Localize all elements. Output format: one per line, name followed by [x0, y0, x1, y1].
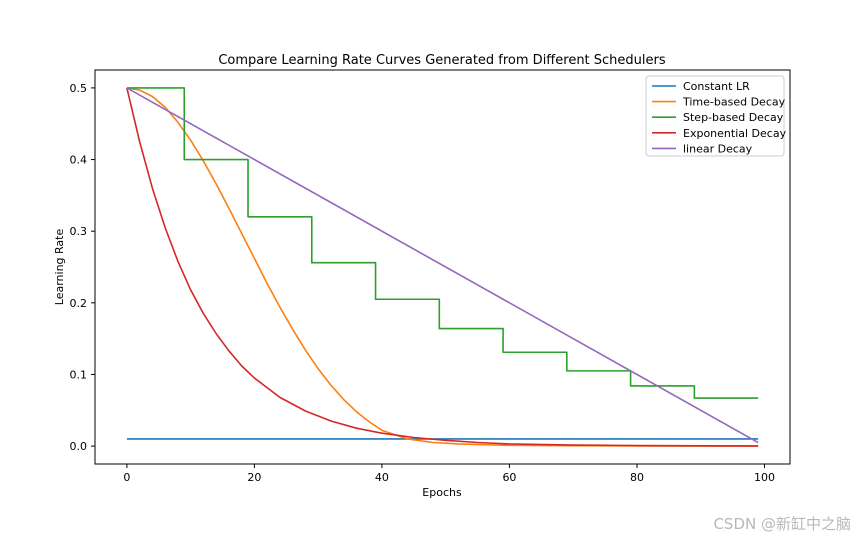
legend-label: Exponential Decay: [683, 127, 787, 140]
y-axis-label: Learning Rate: [53, 229, 66, 306]
y-tick-label: 0.5: [70, 82, 88, 95]
y-tick-label: 0.1: [70, 368, 88, 381]
x-tick-label: 0: [123, 471, 130, 484]
y-tick-label: 0.4: [70, 154, 88, 167]
y-axis: 0.0 0.1 0.2 0.3 0.4 0.5: [70, 82, 95, 453]
legend-box: [645, 75, 785, 157]
watermark: CSDN @新缸中之脑: [713, 515, 851, 533]
series-line-exponential-decay: [126, 87, 759, 447]
y-tick-label: 0.2: [70, 297, 88, 310]
legend-label: linear Decay: [683, 142, 753, 155]
x-axis: 0 20 40 60 80 100: [123, 464, 775, 484]
legend-label: Constant LR: [683, 80, 750, 93]
series-line-time-based-decay: [126, 87, 759, 447]
x-axis-label: Epochs: [422, 486, 462, 499]
legend-label: Step-based Decay: [683, 111, 784, 124]
chart-title: Compare Learning Rate Curves Generated f…: [218, 53, 666, 68]
series-line-linear-decay: [126, 87, 759, 444]
y-tick-label: 0.0: [70, 440, 88, 453]
legend-label: Time-based Decay: [682, 96, 786, 109]
y-tick-label: 0.3: [70, 225, 88, 238]
x-tick-label: 100: [754, 471, 775, 484]
x-tick-label: 40: [375, 471, 389, 484]
x-tick-label: 80: [630, 471, 644, 484]
x-tick-label: 20: [247, 471, 261, 484]
legend: Constant LR Time-based Decay Step-based De…: [645, 75, 787, 157]
x-tick-label: 60: [502, 471, 516, 484]
series-layer: [126, 87, 759, 447]
series-line-step-based-decay: [126, 87, 759, 399]
